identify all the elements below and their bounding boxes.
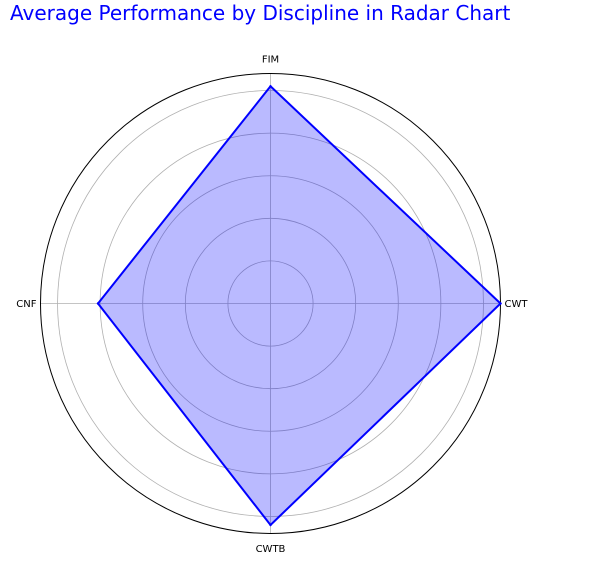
- axis-label-fim: FIM: [262, 55, 279, 66]
- series-area: [98, 86, 501, 525]
- axis-label-cwt: CWT: [505, 299, 529, 310]
- spoke-lines: [40, 73, 501, 534]
- data-point-cwtb: [269, 523, 272, 527]
- data-point-cnf: [96, 302, 100, 305]
- data-point-fim: [269, 85, 272, 88]
- axis-label-cwtb: CWTB: [256, 544, 286, 555]
- category-labels: CWT FIM CNF CWTB: [16, 55, 528, 556]
- chart-title: Average Performance by Discipline in Rad…: [10, 1, 511, 25]
- data-point-cwt: [499, 302, 502, 305]
- data-series: [96, 84, 502, 527]
- axis-label-cnf: CNF: [16, 299, 36, 310]
